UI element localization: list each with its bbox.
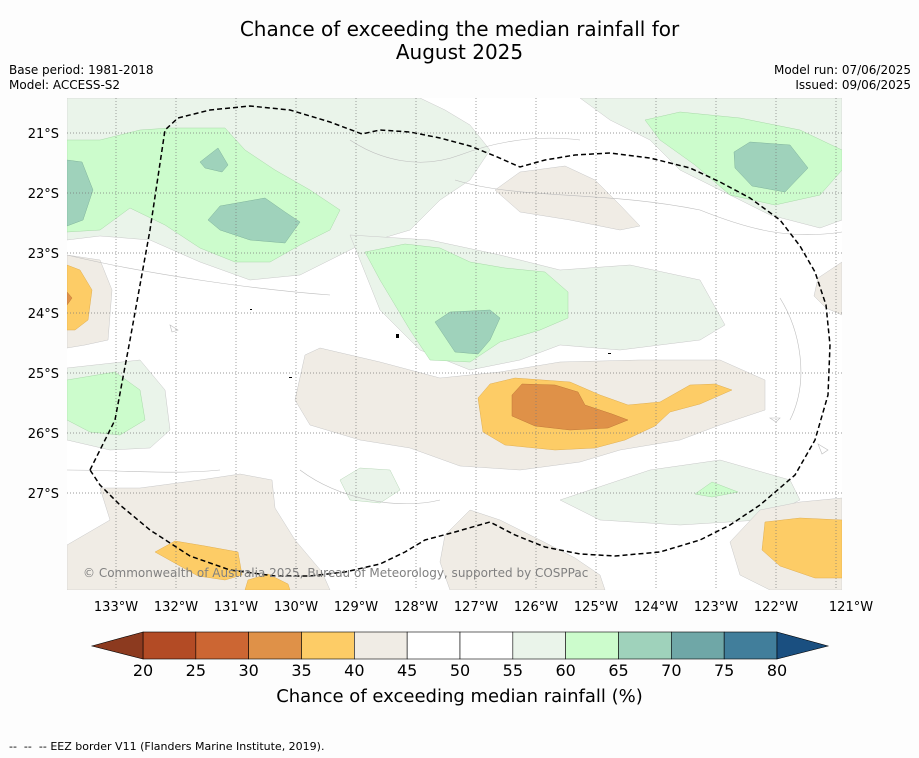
lat-label: 26°S [28,427,59,442]
colorbar-segments [142,631,778,660]
colorbar-label: Chance of exceeding median rainfall (%) [276,686,643,707]
contour-40-north [494,165,641,231]
lat-label: 23°S [28,247,59,262]
colorbar-tick-label: 80 [767,661,787,680]
title-line-1: Chance of exceeding the median rainfall … [239,17,680,41]
contour-60-south [339,467,401,504]
colorbar-segment [406,631,461,660]
map-plot-area: © Commonwealth of Australia 2025, Bureau… [67,98,842,590]
contour-65-nw-main [207,197,301,244]
lat-label: 21°S [28,127,59,142]
colorbar-tick-label: 70 [661,661,681,680]
colorbar-segment [459,631,514,660]
lon-label: 130°W [274,600,318,615]
contour-35-southwest [154,540,243,581]
contour-30-central [511,383,629,431]
colorbar-segment [671,631,725,660]
meta-left: Base period: 1981-2018 Model: ACCESS-S2 [9,63,154,93]
colorbar-under-arrow [90,631,144,660]
base-period: Base period: 1981-2018 [9,63,154,77]
contour-65-nw-small [199,147,229,173]
lon-labels: 133°W 132°W 131°W 130°W 129°W 128°W 127°… [94,600,873,615]
contour-30-west [67,291,73,306]
island-4 [608,353,611,354]
lon-label: 122°W [754,600,798,615]
colorbar: 20 25 30 35 40 45 50 55 60 65 70 75 80 [90,631,830,680]
contour-65-northeast [733,141,809,193]
model-run: Model run: 07/06/2025 [773,63,911,77]
colorbar-tick-label: 40 [344,661,364,680]
lon-label: 123°W [694,600,738,615]
colorbar-tick-label: 45 [397,661,417,680]
lon-label: 131°W [214,600,258,615]
contour-40-east-edge [813,261,842,316]
footnote: -- -- -- EEZ border V11 (Flanders Marine… [9,740,324,753]
colorbar-ticks: 20 25 30 35 40 45 50 55 60 65 70 75 80 [133,661,787,680]
title-line-2: August 2025 [395,40,524,64]
lat-label: 27°S [28,487,59,502]
colorbar-segment [195,631,249,660]
islands [250,309,611,378]
contour-65-central [434,309,501,355]
lat-label: 24°S [28,307,59,322]
contour-40-southwest [67,473,331,590]
lon-label: 129°W [334,600,378,615]
colorbar-segment [512,631,566,660]
meta-right: Model run: 07/06/2025 Issued: 09/06/2025 [774,63,911,93]
colorbar-tick-label: 65 [608,661,628,680]
colorbar-tick-label: 75 [714,661,734,680]
colorbar-segment [142,631,197,660]
eez-border [89,105,831,577]
lat-labels: 21°S 22°S 23°S 24°S 25°S 26°S 27°S [28,127,59,502]
graticule [67,98,842,590]
lon-label: 128°W [394,600,438,615]
lat-label: 25°S [28,367,59,382]
contour-40-south-central [439,509,606,590]
map-title: Chance of exceeding the median rainfall … [0,18,919,64]
colorbar-tick-label: 50 [450,661,470,680]
colorbar-tick-label: 25 [186,661,206,680]
contour-35-west [67,264,93,331]
lon-label: 125°W [574,600,618,615]
lat-label: 22°S [28,187,59,202]
contour-60-west [67,371,146,436]
lon-label: 126°W [514,600,558,615]
copyright-text: © Commonwealth of Australia 2025, Bureau… [83,566,588,580]
lon-label: 133°W [94,600,138,615]
issued-date: Issued: 09/06/2025 [795,78,911,92]
eez-legend-marker: -- -- -- [9,740,47,753]
thin-contours [67,137,842,505]
colorbar-segment [248,631,302,660]
eez-legend-text: EEZ border V11 (Flanders Marine Institut… [50,740,325,753]
island-1 [250,309,252,310]
colorbar-tick-label: 60 [555,661,575,680]
island-2 [396,334,399,338]
lon-label: 121°W [829,600,873,615]
colorbar-segment [618,631,672,660]
colorbar-tick-label: 55 [503,661,523,680]
colorbar-segment [301,631,355,660]
lon-label: 124°W [634,600,678,615]
colorbar-segment [354,631,408,660]
model-name: Model: ACCESS-S2 [9,78,121,92]
island-3 [289,377,292,378]
lon-label: 127°W [454,600,498,615]
contour-55-southeast [559,459,801,526]
lon-label: 132°W [154,600,198,615]
contour-35-southeast [761,517,842,579]
colorbar-segment [565,631,619,660]
colorbar-tick-label: 20 [133,661,153,680]
colorbar-segment [723,631,778,660]
colorbar-tick-label: 35 [291,661,311,680]
colorbar-tick-label: 30 [238,661,258,680]
colorbar-over-arrow [776,631,830,660]
